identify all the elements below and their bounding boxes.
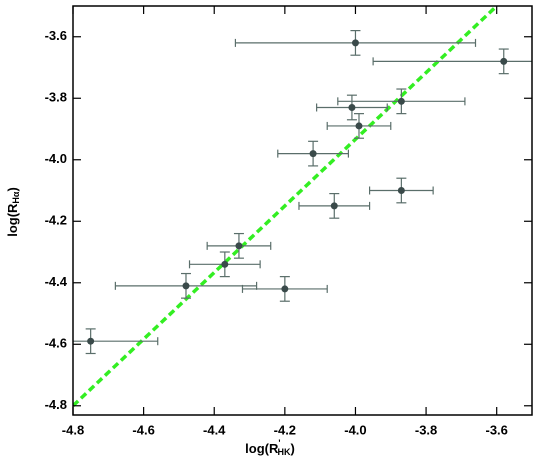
data-point bbox=[500, 57, 508, 65]
x-tick-label: -3.8 bbox=[415, 422, 437, 437]
y-label-close: ) bbox=[5, 187, 20, 191]
plot-area bbox=[73, 6, 532, 408]
x-label-sub: HK bbox=[278, 447, 291, 457]
y-tick-label: -4.6 bbox=[45, 336, 67, 351]
x-error-bar bbox=[372, 57, 532, 66]
y-tick-label: -3.6 bbox=[45, 28, 67, 43]
x-label-base: log(R bbox=[245, 441, 279, 456]
data-point bbox=[281, 285, 289, 293]
data-point bbox=[87, 337, 95, 345]
fit-line bbox=[73, 6, 498, 408]
x-tick-label: -4.8 bbox=[62, 422, 84, 437]
data-point bbox=[221, 260, 229, 268]
y-axis-label: log(RHα) bbox=[5, 187, 21, 237]
x-tick-label: -3.6 bbox=[485, 422, 507, 437]
y-label-base: log(R bbox=[5, 203, 20, 237]
y-tick-label: -3.8 bbox=[45, 90, 67, 105]
data-point bbox=[330, 202, 338, 210]
x-label-sup: ' bbox=[278, 438, 280, 448]
y-tick-label: -4.0 bbox=[45, 151, 67, 166]
x-tick-label: -4.4 bbox=[203, 422, 226, 437]
x-tick-label: -4.2 bbox=[274, 422, 296, 437]
y-tick-label: -4.8 bbox=[45, 397, 67, 412]
x-label-close: ) bbox=[291, 441, 295, 456]
y-tick-label: -4.4 bbox=[45, 274, 68, 289]
data-point bbox=[355, 122, 363, 130]
y-tick-label: -4.2 bbox=[45, 213, 67, 228]
data-point bbox=[397, 97, 405, 105]
data-point bbox=[235, 242, 243, 250]
x-tick-label: -4.0 bbox=[344, 422, 366, 437]
data-point bbox=[397, 187, 405, 195]
y-label-sub: Hα bbox=[11, 191, 21, 203]
x-tick-label: -4.6 bbox=[132, 422, 154, 437]
data-point bbox=[182, 282, 190, 290]
data-point bbox=[348, 103, 356, 111]
data-point bbox=[351, 39, 359, 47]
x-axis-label: log(R' HK) bbox=[245, 438, 295, 457]
axes-frame bbox=[72, 5, 533, 416]
data-point bbox=[309, 150, 317, 158]
